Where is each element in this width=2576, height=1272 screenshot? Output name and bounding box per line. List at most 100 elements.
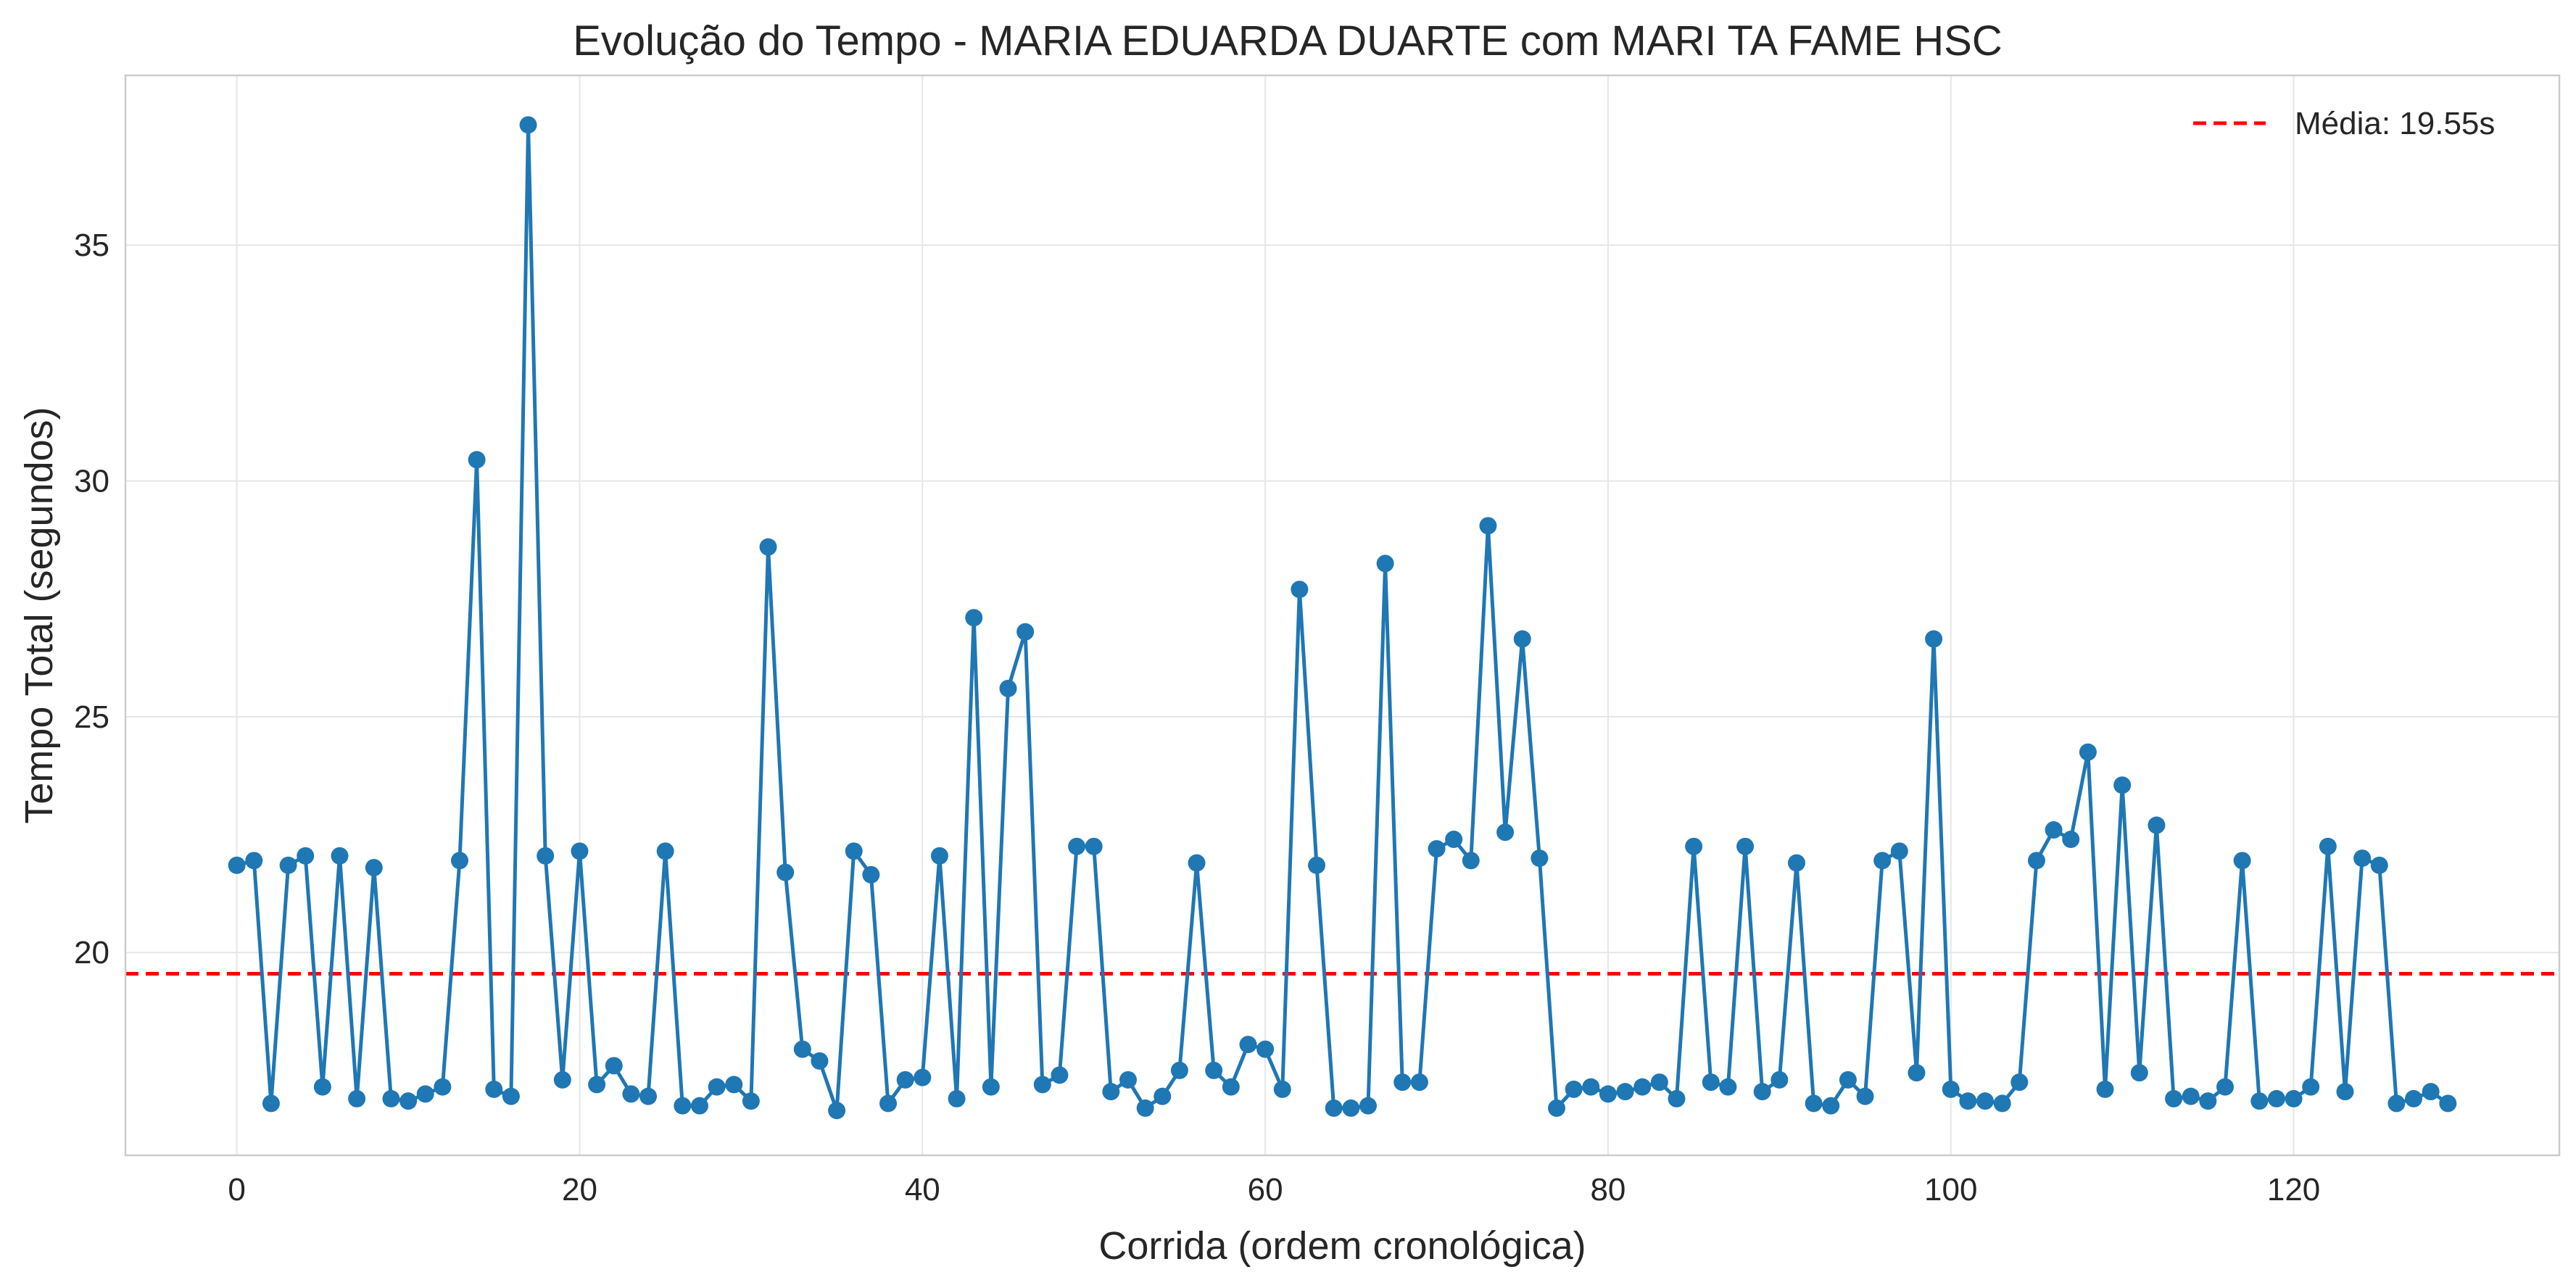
- x-axis-label: Corrida (ordem cronológica): [1098, 1224, 1586, 1268]
- data-point: [450, 852, 468, 870]
- data-point: [674, 1097, 692, 1115]
- data-point: [1033, 1076, 1051, 1094]
- x-tick-label: 20: [562, 1172, 597, 1207]
- y-tick-label: 25: [74, 699, 109, 735]
- data-point: [1668, 1089, 1686, 1107]
- data-point: [553, 1071, 571, 1089]
- data-point: [930, 847, 948, 865]
- data-point: [313, 1078, 331, 1096]
- data-point: [914, 1068, 932, 1086]
- data-point: [519, 116, 537, 134]
- data-point: [297, 847, 315, 865]
- data-point: [1170, 1061, 1188, 1079]
- data-point: [279, 856, 297, 874]
- data-point: [1376, 554, 1394, 573]
- x-tick-label: 80: [1590, 1172, 1625, 1207]
- data-point: [2096, 1080, 2114, 1098]
- data-point: [2285, 1089, 2303, 1107]
- data-point: [862, 865, 880, 884]
- data-point: [1102, 1083, 1120, 1101]
- data-point: [2216, 1078, 2235, 1096]
- data-point: [1959, 1092, 1977, 1110]
- data-point: [2336, 1083, 2354, 1101]
- data-point: [262, 1094, 280, 1113]
- data-point: [1633, 1078, 1652, 1096]
- data-point: [639, 1087, 658, 1105]
- data-point: [999, 679, 1017, 697]
- data-point: [759, 538, 777, 556]
- chart-title: Evolução do Tempo - MARIA EDUARDA DUARTE…: [573, 17, 2003, 65]
- data-point: [2250, 1092, 2269, 1110]
- data-point: [1787, 854, 1805, 872]
- data-point: [1908, 1064, 1926, 1082]
- data-point: [2045, 821, 2063, 839]
- data-point: [1993, 1094, 2011, 1113]
- data-point: [331, 847, 349, 865]
- x-tick-label: 100: [1924, 1172, 1977, 1207]
- data-point: [1479, 517, 1497, 535]
- data-point: [1513, 630, 1531, 648]
- data-point: [502, 1087, 520, 1105]
- data-point: [1616, 1083, 1634, 1101]
- data-point: [1393, 1073, 1412, 1092]
- data-point: [605, 1057, 623, 1075]
- data-point: [1976, 1092, 1995, 1110]
- data-point: [1873, 852, 1892, 870]
- data-point: [1085, 837, 1103, 855]
- data-point: [1685, 837, 1703, 855]
- data-point: [828, 1102, 846, 1120]
- x-tick-label: 40: [905, 1172, 940, 1207]
- y-tick-label: 35: [74, 228, 109, 263]
- data-point: [571, 842, 589, 860]
- data-point: [1445, 831, 1463, 849]
- data-point: [382, 1089, 400, 1107]
- data-point: [588, 1076, 606, 1094]
- data-point: [1239, 1036, 1257, 1054]
- data-point: [2199, 1092, 2217, 1110]
- data-point: [2010, 1073, 2029, 1092]
- data-point: [1805, 1094, 1823, 1113]
- y-tick-label: 30: [74, 464, 109, 499]
- data-point: [1496, 823, 1515, 841]
- data-point: [1582, 1078, 1600, 1096]
- data-point: [1736, 837, 1755, 855]
- data-point: [879, 1094, 898, 1113]
- data-point: [537, 847, 555, 865]
- data-point: [1308, 856, 1326, 874]
- data-point: [2027, 852, 2045, 870]
- data-point: [1068, 837, 1086, 855]
- series: [228, 116, 2457, 1120]
- data-point: [1531, 849, 1549, 868]
- data-point: [708, 1078, 726, 1096]
- data-point: [1188, 854, 1206, 872]
- data-point: [1839, 1071, 1857, 1089]
- data-point: [1822, 1097, 1840, 1115]
- x-tick-label: 120: [2267, 1172, 2320, 1207]
- data-point: [1325, 1099, 1343, 1117]
- data-point: [2130, 1064, 2148, 1082]
- data-point: [1771, 1071, 1789, 1089]
- data-point: [2302, 1078, 2320, 1096]
- data-point: [2182, 1087, 2200, 1105]
- data-point: [2405, 1089, 2423, 1107]
- data-point: [1136, 1099, 1154, 1117]
- data-point: [845, 842, 863, 860]
- data-point: [982, 1078, 1000, 1096]
- data-point: [948, 1089, 966, 1107]
- data-point: [2267, 1089, 2285, 1107]
- data-point: [656, 842, 674, 860]
- data-point: [1462, 852, 1480, 870]
- data-point: [965, 609, 983, 627]
- data-point: [1342, 1099, 1360, 1117]
- data-point: [2165, 1089, 2183, 1107]
- data-point: [1942, 1080, 1960, 1098]
- data-point: [1925, 630, 1943, 648]
- data-point: [1428, 840, 1446, 858]
- x-tick-label: 0: [228, 1172, 245, 1207]
- data-point: [245, 852, 263, 870]
- data-point: [1051, 1066, 1069, 1084]
- data-point: [365, 859, 383, 877]
- data-point: [1410, 1073, 1428, 1092]
- data-point: [468, 451, 486, 469]
